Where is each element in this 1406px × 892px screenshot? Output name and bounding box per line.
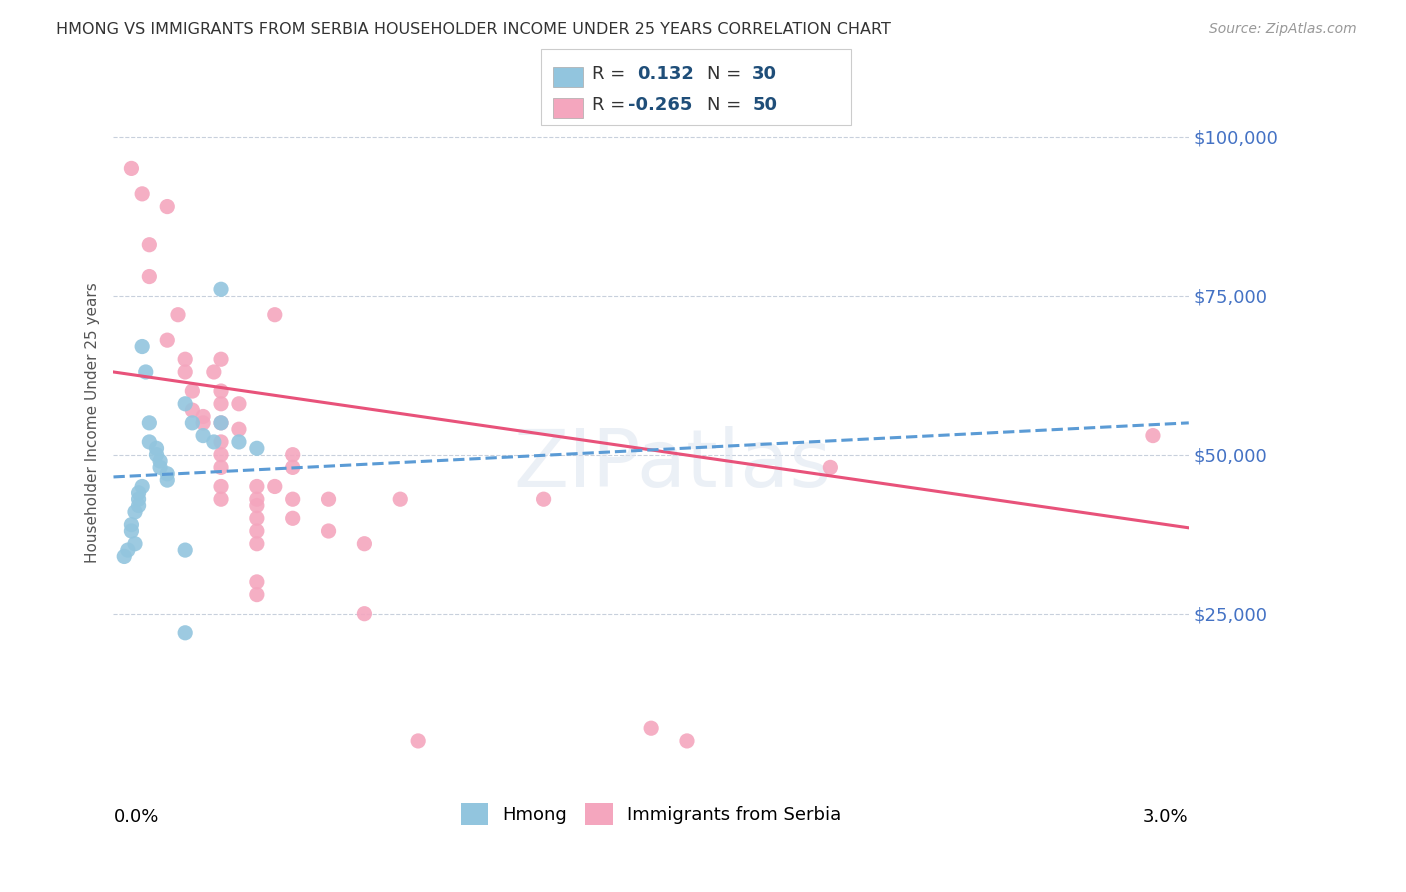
Point [246, 442, 269, 456]
Point [191, 428, 214, 442]
Point [228, 422, 250, 436]
Text: 30: 30 [752, 65, 778, 83]
Point [117, 543, 139, 558]
Text: 3.0%: 3.0% [1143, 808, 1189, 826]
Point [246, 499, 269, 513]
Point [112, 549, 135, 564]
Point [209, 352, 232, 367]
Point [246, 511, 269, 525]
Text: N =: N = [707, 96, 747, 114]
Point [406, 734, 429, 748]
Point [228, 397, 250, 411]
Point [138, 237, 160, 252]
Point [676, 734, 699, 748]
Text: R =: R = [592, 65, 631, 83]
Point [174, 397, 197, 411]
Point [640, 721, 662, 735]
Point [156, 200, 179, 214]
Point [138, 434, 160, 449]
Point [202, 365, 225, 379]
Point [138, 269, 160, 284]
Point [120, 517, 142, 532]
Point [353, 537, 375, 551]
Point [209, 397, 232, 411]
Legend: Hmong, Immigrants from Serbia: Hmong, Immigrants from Serbia [453, 794, 851, 834]
Point [209, 416, 232, 430]
Point [135, 365, 157, 379]
Point [246, 479, 269, 493]
Point [820, 460, 842, 475]
Point [209, 479, 232, 493]
Point [128, 486, 150, 500]
Point [281, 448, 304, 462]
Point [209, 384, 232, 398]
Point [191, 409, 214, 424]
Point [181, 384, 204, 398]
Point [246, 492, 269, 507]
Point [209, 460, 232, 475]
Text: HMONG VS IMMIGRANTS FROM SERBIA HOUSEHOLDER INCOME UNDER 25 YEARS CORRELATION CH: HMONG VS IMMIGRANTS FROM SERBIA HOUSEHOL… [56, 22, 891, 37]
Point [281, 511, 304, 525]
Point [1142, 428, 1164, 442]
Point [533, 492, 555, 507]
Y-axis label: Householder Income Under 25 years: Householder Income Under 25 years [86, 283, 100, 563]
Point [174, 352, 197, 367]
Point [246, 524, 269, 538]
Point [124, 505, 146, 519]
Text: -0.265: -0.265 [628, 96, 693, 114]
Point [202, 434, 225, 449]
Point [120, 161, 142, 176]
Point [228, 434, 250, 449]
Point [181, 403, 204, 417]
Point [389, 492, 412, 507]
Point [281, 492, 304, 507]
Point [131, 339, 153, 353]
Text: 50: 50 [752, 96, 778, 114]
Point [209, 416, 232, 430]
Point [209, 434, 232, 449]
Point [149, 454, 172, 468]
Text: 0.132: 0.132 [637, 65, 693, 83]
Point [156, 473, 179, 487]
Point [318, 524, 340, 538]
Point [318, 492, 340, 507]
Text: N =: N = [707, 65, 747, 83]
Point [174, 625, 197, 640]
Point [246, 588, 269, 602]
Point [209, 448, 232, 462]
Text: Source: ZipAtlas.com: Source: ZipAtlas.com [1209, 22, 1357, 37]
Point [209, 282, 232, 296]
Point [128, 499, 150, 513]
Point [246, 574, 269, 589]
Point [120, 524, 142, 538]
Point [191, 416, 214, 430]
Point [138, 416, 160, 430]
Point [281, 460, 304, 475]
Point [167, 308, 190, 322]
Point [128, 492, 150, 507]
Text: R =: R = [592, 96, 631, 114]
Text: ZIPatlas: ZIPatlas [513, 425, 832, 504]
Point [174, 365, 197, 379]
Point [209, 492, 232, 507]
Point [181, 416, 204, 430]
Point [353, 607, 375, 621]
Point [149, 460, 172, 475]
Point [145, 442, 167, 456]
Point [246, 537, 269, 551]
Point [156, 333, 179, 347]
Point [131, 479, 153, 493]
Point [263, 308, 285, 322]
Text: 0.0%: 0.0% [114, 808, 159, 826]
Point [263, 479, 285, 493]
Point [174, 543, 197, 558]
Point [124, 537, 146, 551]
Point [131, 186, 153, 201]
Point [145, 448, 167, 462]
Point [156, 467, 179, 481]
